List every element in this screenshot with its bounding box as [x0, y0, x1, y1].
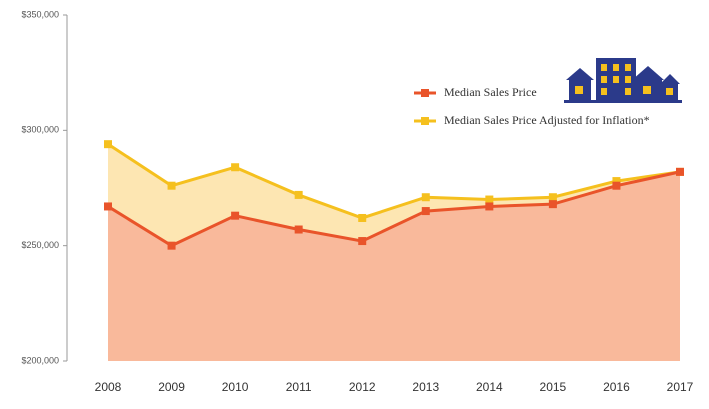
point — [294, 190, 303, 199]
point — [612, 181, 621, 190]
point — [358, 213, 367, 222]
point — [167, 241, 176, 250]
legend-swatch — [421, 117, 429, 125]
line — [107, 142, 681, 220]
x-tick-label: 2010 — [222, 380, 249, 394]
point — [167, 181, 176, 190]
x-tick-label: 2012 — [349, 380, 376, 394]
x-tick-label: 2015 — [540, 380, 567, 394]
plot-area: $200,000 $250,000 $300,000 $350,000 2008 2009… — [21, 9, 693, 394]
point — [612, 177, 621, 186]
x-tick-label: 2016 — [603, 380, 630, 394]
x-tick-label: 2017 — [667, 380, 694, 394]
line — [107, 170, 681, 248]
point — [104, 140, 112, 149]
house-icon — [564, 58, 682, 103]
point — [294, 225, 303, 234]
point — [676, 167, 684, 176]
point — [421, 207, 430, 216]
x-tick-label: 2008 — [95, 380, 122, 394]
legend-label: Median Sales Price — [444, 85, 537, 99]
x-tick-label: 2013 — [412, 380, 439, 394]
y-tick-label: $250,000 — [21, 240, 59, 250]
point — [231, 163, 240, 172]
legend-label: Median Sales Price Adjusted for Inflatio… — [444, 113, 650, 127]
x-tick-label: 2009 — [158, 380, 185, 394]
legend-swatch — [421, 89, 429, 97]
point — [421, 193, 430, 202]
point — [104, 202, 112, 211]
point — [231, 211, 240, 220]
point — [485, 195, 494, 204]
point — [485, 202, 494, 211]
y-tick-label: $350,000 — [21, 9, 59, 19]
y-tick-label: $300,000 — [21, 125, 59, 135]
y-tick-label: $200,000 — [21, 355, 59, 365]
x-tick-label: 2014 — [476, 380, 503, 394]
point — [358, 237, 367, 246]
x-tick-label: 2011 — [286, 380, 312, 394]
point — [548, 193, 557, 202]
point — [548, 200, 557, 209]
